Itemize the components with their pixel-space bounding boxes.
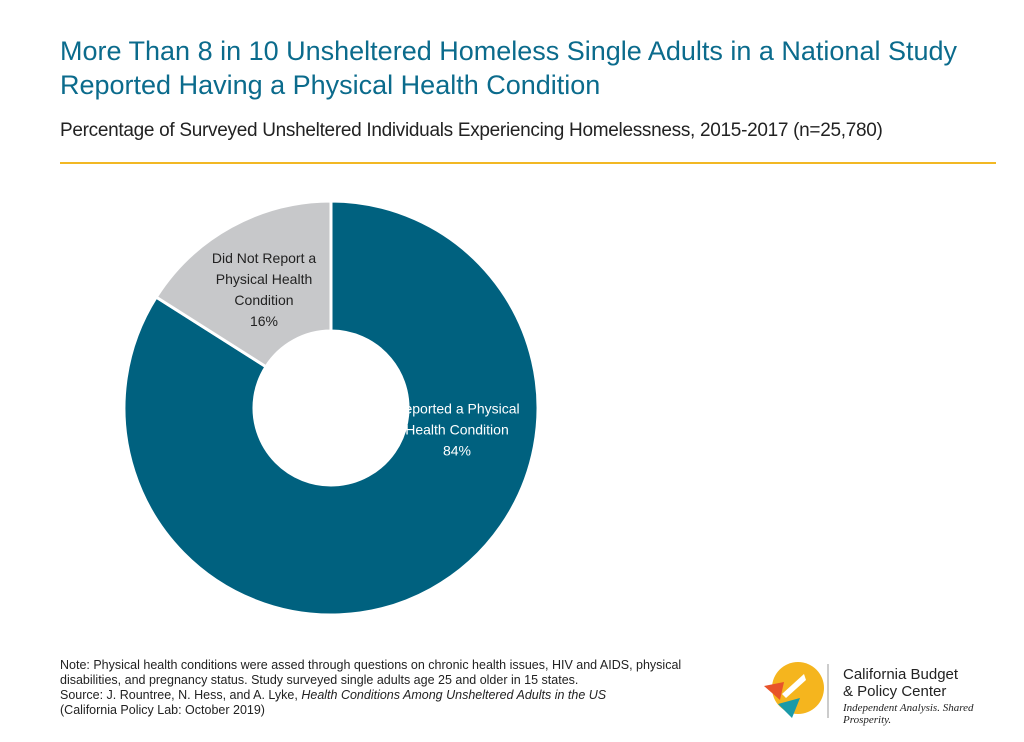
chart-title: More Than 8 in 10 Unsheltered Homeless S…	[60, 36, 958, 100]
logo-circle	[772, 662, 824, 714]
source-title: Health Conditions Among Unsheltered Adul…	[301, 688, 607, 702]
slice-category: Reported a Physical Health Condition	[394, 400, 520, 438]
logo-shape	[778, 698, 800, 718]
data-label: 16%	[249, 313, 279, 329]
slice-label: Reported a Physical Health Condition 84%	[387, 399, 527, 462]
source-publisher: (California Policy Lab: October 2019)	[60, 703, 265, 717]
source: Source: J. Rountree, N. Hess, and A. Lyk…	[60, 688, 710, 703]
logo-tagline: Independent Analysis. Shared Prosperity.	[843, 702, 974, 726]
chart-subtitle: Percentage of Surveyed Unsheltered Indiv…	[60, 120, 883, 141]
logo-line: & Policy Center	[843, 683, 947, 700]
pie-slice	[154, 199, 333, 369]
logo-line: California Budget	[843, 666, 959, 683]
logo-icon	[764, 662, 829, 718]
slice-category: Did Not Report a Physical Health Conditi…	[211, 250, 317, 308]
slice-label: Did Not Report a Physical Health Conditi…	[194, 248, 334, 332]
divider	[60, 162, 996, 164]
pie-slice	[122, 199, 540, 617]
logo-name: California Budget & Policy Center	[843, 666, 958, 700]
note: Note: Physical health conditions were as…	[60, 658, 710, 718]
data-label: 84%	[442, 442, 472, 459]
source-text: Source: J. Rountree, N. Hess, and A. Lyk…	[60, 688, 298, 702]
note-text: Note: Physical health conditions were as…	[60, 658, 682, 687]
logo-shape	[764, 682, 784, 700]
logo-arrow	[782, 674, 806, 698]
